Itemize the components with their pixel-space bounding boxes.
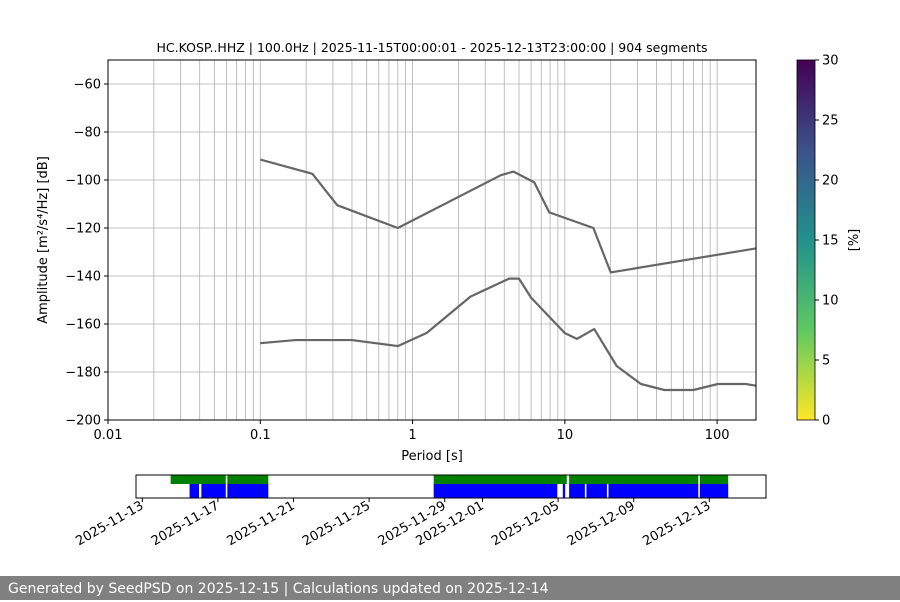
coverage-segment-psd bbox=[699, 484, 729, 498]
colorbar-tick-label: 5 bbox=[822, 354, 830, 369]
y-tick-label: −60 bbox=[74, 78, 101, 93]
x-tick-label: 0.1 bbox=[250, 428, 271, 443]
coverage-segment-data bbox=[227, 475, 269, 484]
coverage-segment-psd bbox=[433, 484, 558, 498]
coverage-segment-data bbox=[699, 475, 729, 484]
y-tick-label: −200 bbox=[65, 414, 101, 429]
coverage-tick-label: 2025-11-21 bbox=[225, 498, 298, 549]
grid-lines bbox=[108, 60, 756, 420]
coverage-tick-label: 2025-12-13 bbox=[640, 498, 713, 549]
coverage-tick-label: 2025-11-17 bbox=[149, 498, 222, 549]
coverage-date-ticks: 2025-11-13 2025-11-17 2025-11-21 2025-11-25… bbox=[73, 498, 713, 549]
coverage-tick-label: 2025-11-13 bbox=[73, 498, 146, 549]
footer-status: Generated by SeedPSD on 2025-12-15 | Cal… bbox=[0, 576, 900, 600]
nhnm-curve bbox=[259, 158, 756, 274]
coverage-segment-data bbox=[433, 475, 567, 484]
colorbar-ticks: 0 5 10 15 20 25 30 bbox=[815, 54, 839, 429]
coverage-frame bbox=[135, 474, 767, 499]
chart-title: HC.KOSP..HHZ | 100.0Hz | 2025-11-15T00:0… bbox=[157, 40, 708, 55]
y-tick-label: −80 bbox=[74, 126, 101, 141]
x-axis-ticks: 0.01 0.1 1 10 100 bbox=[94, 420, 730, 443]
y-axis-ticks: −60 −80 −100 −120 −140 −160 −180 −200 bbox=[65, 78, 108, 429]
coverage-segment-psd bbox=[569, 484, 585, 498]
coverage-segment-psd bbox=[201, 484, 226, 498]
plot-frame bbox=[107, 59, 757, 421]
coverage-segment-data bbox=[569, 475, 699, 484]
colorbar-tick-label: 25 bbox=[822, 114, 839, 129]
y-tick-label: −180 bbox=[65, 366, 101, 381]
coverage-segment-psd bbox=[562, 484, 566, 498]
y-tick-label: −120 bbox=[65, 222, 101, 237]
coverage-tick-label: 2025-12-09 bbox=[565, 498, 638, 549]
coverage-segment-psd bbox=[189, 484, 199, 498]
coverage-segment-data bbox=[170, 475, 226, 484]
coverage-segment-psd bbox=[586, 484, 607, 498]
colorbar-tick-label: 0 bbox=[822, 414, 830, 429]
y-tick-label: −100 bbox=[65, 174, 101, 189]
coverage-tick-label: 2025-12-05 bbox=[489, 498, 562, 549]
colorbar-tick-label: 10 bbox=[822, 294, 839, 309]
coverage-tick-label: 2025-11-25 bbox=[300, 498, 373, 549]
y-tick-label: −160 bbox=[65, 318, 101, 333]
y-tick-label: −140 bbox=[65, 270, 101, 285]
y-axis-label: Amplitude [m²/s⁴/Hz] [dB] bbox=[36, 156, 51, 324]
colorbar-tick-label: 15 bbox=[822, 234, 839, 249]
noise-model-curves bbox=[259, 158, 756, 392]
x-tick-label: 1 bbox=[408, 428, 416, 443]
coverage-bars bbox=[170, 475, 729, 498]
x-tick-label: 10 bbox=[557, 428, 574, 443]
x-tick-label: 0.01 bbox=[94, 428, 123, 443]
colorbar-tick-label: 30 bbox=[822, 54, 839, 69]
nlnm-curve bbox=[260, 277, 756, 392]
coverage-segment-psd bbox=[227, 484, 269, 498]
coverage-segment-psd bbox=[608, 484, 699, 498]
colorbar-label: [%] bbox=[847, 229, 862, 252]
colorbar bbox=[796, 59, 816, 421]
colorbar-tick-label: 20 bbox=[822, 174, 839, 189]
x-tick-label: 100 bbox=[705, 428, 730, 443]
x-axis-label: Period [s] bbox=[401, 449, 463, 464]
